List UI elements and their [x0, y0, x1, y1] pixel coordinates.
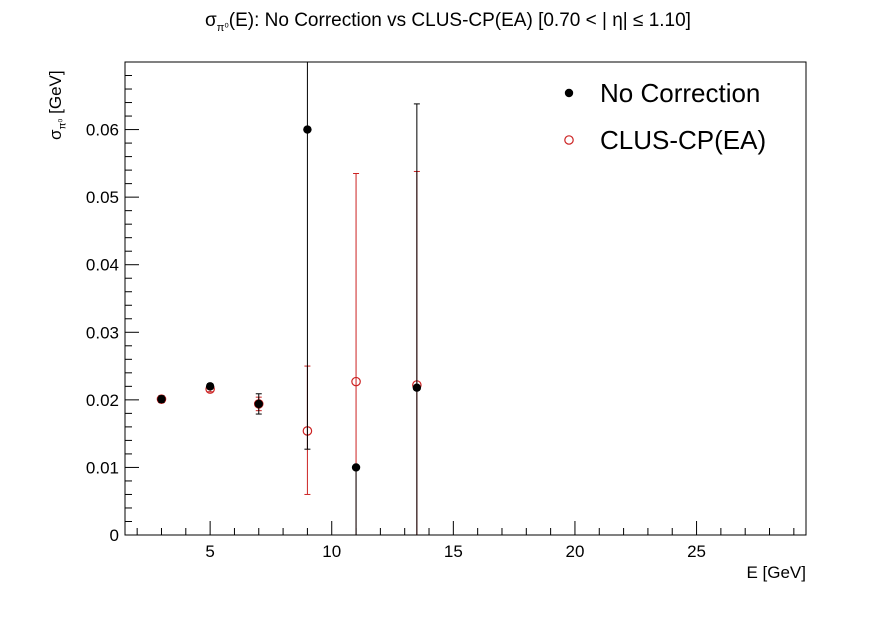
legend-marker	[564, 88, 574, 98]
data-point	[254, 399, 263, 409]
chart-title: σπ⁰(E): No Correction vs CLUS-CP(EA) [0.…	[0, 10, 896, 34]
title-sigma: σ	[205, 10, 217, 31]
data-point	[205, 382, 215, 391]
legend-label: CLUS-CP(EA)	[600, 125, 766, 155]
y-tick-label: 0.01	[86, 458, 119, 477]
x-tick-label: 5	[205, 542, 214, 561]
y-tick-label: 0.06	[86, 121, 119, 140]
x-tick-label: 15	[444, 542, 463, 561]
data-point	[351, 463, 361, 472]
x-tick-label: 25	[687, 542, 706, 561]
x-tick-label: 10	[322, 542, 341, 561]
series-1	[156, 170, 422, 535]
data-point	[303, 125, 312, 134]
y-tick-label: 0.02	[86, 391, 119, 410]
x-axis-label: E [GeV]	[746, 563, 806, 582]
legend: No Correction CLUS-CP(EA)	[564, 78, 766, 155]
y-tick-label: 0.03	[86, 323, 119, 342]
axes-group: 5 10 15 20 25 0 0.01 0.02 0.03 0.04 0.05 0.06	[86, 61, 795, 561]
marks-group	[156, 62, 422, 535]
y-tick-label: 0.05	[86, 188, 119, 207]
data-point	[412, 383, 422, 392]
title-subscript: π⁰	[216, 21, 229, 34]
series-0	[157, 62, 422, 535]
legend-marker	[564, 135, 574, 145]
data-point	[351, 376, 361, 387]
y-tick-label: 0	[110, 526, 119, 545]
y-tick-label: 0.04	[86, 256, 119, 275]
x-tick-label: 20	[565, 542, 584, 561]
plot-frame	[124, 61, 807, 536]
title-rest: (E): No Correction vs CLUS-CP(EA) [0.70 …	[228, 10, 691, 31]
data-point	[157, 394, 166, 404]
legend-label: No Correction	[600, 78, 760, 108]
